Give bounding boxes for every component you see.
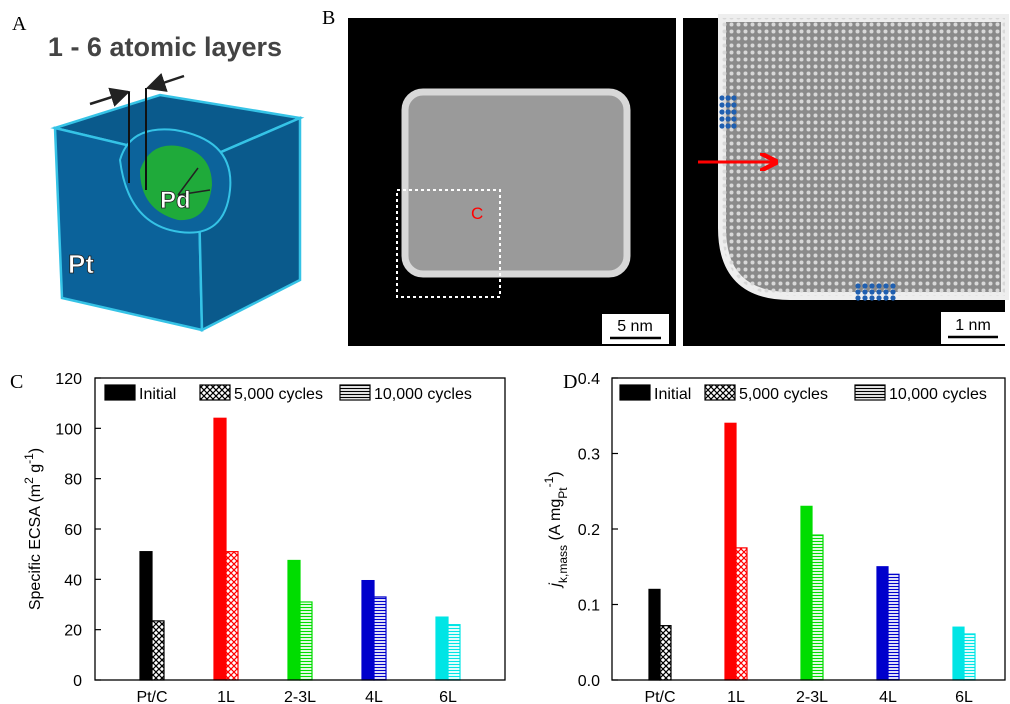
x-tick-label: 1L xyxy=(727,689,745,704)
x-tick-label: 4L xyxy=(879,689,897,704)
y-tick-label: 0.0 xyxy=(578,673,600,690)
y-tick-label: 60 xyxy=(64,522,82,539)
y-tick-label: 120 xyxy=(55,371,82,388)
y-tick-label: 100 xyxy=(55,421,82,438)
figure: A B C D 1 - 6 atomic layers Pd Pt C 5 nm xyxy=(0,0,1010,704)
y-axis-label: jk,mass (A mgPt-1) xyxy=(542,471,570,588)
y-tick-label: 0.3 xyxy=(578,447,600,464)
bar xyxy=(725,423,736,680)
y-axis-label-part: (A mg xyxy=(547,499,564,545)
y-tick-label: 40 xyxy=(64,572,82,589)
bar xyxy=(448,625,460,680)
legend-label: Initial xyxy=(654,386,691,403)
y-tick-label: 0.4 xyxy=(578,371,600,388)
bar xyxy=(877,567,888,680)
bar xyxy=(660,626,671,680)
y-axis-label-part: k,mass xyxy=(556,545,570,583)
tem-image-left: C 5 nm xyxy=(348,18,676,346)
legend-label: 5,000 cycles xyxy=(739,386,828,403)
legend-swatch xyxy=(855,385,885,400)
x-tick-label: 1L xyxy=(217,689,235,704)
legend-swatch xyxy=(340,385,370,400)
bar xyxy=(226,552,238,680)
y-tick-label: 0 xyxy=(73,673,82,690)
bar xyxy=(964,634,975,680)
bar xyxy=(300,602,312,680)
y-tick-label: 80 xyxy=(64,472,82,489)
bar xyxy=(801,506,812,680)
bar xyxy=(140,552,152,680)
y-tick-label: 0.1 xyxy=(578,598,600,615)
x-tick-label: 2-3L xyxy=(284,689,316,704)
y-axis-label: Specific ECSA (m2 g-1) xyxy=(22,448,44,610)
y-axis-label-part: Specific ECSA (m xyxy=(27,484,44,610)
bar xyxy=(888,574,899,680)
region-marker: C xyxy=(471,204,483,223)
y-tick-label: 20 xyxy=(64,623,82,640)
legend-swatch xyxy=(200,385,230,400)
bar xyxy=(436,617,448,680)
legend-label: 10,000 cycles xyxy=(889,386,987,403)
bar xyxy=(288,560,300,680)
panel-a-title: 1 - 6 atomic layers xyxy=(48,32,282,62)
legend-swatch xyxy=(105,385,135,400)
x-tick-label: 6L xyxy=(439,689,457,704)
scale-label: 5 nm xyxy=(617,318,653,335)
y-axis-label-part: ) xyxy=(27,448,44,453)
bar xyxy=(214,418,226,680)
y-tick-label: 0.2 xyxy=(578,522,600,539)
legend-label: 10,000 cycles xyxy=(374,386,472,403)
x-tick-label: 4L xyxy=(365,689,383,704)
core-label: Pd xyxy=(160,187,191,214)
tem-image-right: 1 nm xyxy=(683,18,1005,346)
charts: 0 20 40 60 80 100 120 Pt/C 1L 2-3L 4L 6L Initial 5,00… xyxy=(22,371,1005,704)
panel-label: D xyxy=(563,371,577,393)
bar xyxy=(649,589,660,680)
bar xyxy=(736,548,747,680)
legend-swatch xyxy=(620,385,650,400)
y-axis-label-part: -1 xyxy=(22,453,36,464)
bar xyxy=(362,581,374,680)
bar xyxy=(812,535,823,680)
shell-label: Pt xyxy=(68,249,94,279)
legend-swatch xyxy=(705,385,735,400)
x-tick-label: Pt/C xyxy=(644,689,675,704)
scale-label: 1 nm xyxy=(955,317,991,334)
bar xyxy=(953,627,964,680)
panel-label: B xyxy=(322,7,335,29)
y-axis-label-part: g xyxy=(27,464,44,477)
panel-label: A xyxy=(12,13,27,35)
x-tick-label: 2-3L xyxy=(796,689,828,704)
bar xyxy=(152,621,164,680)
x-tick-label: Pt/C xyxy=(136,689,167,704)
y-axis-label-part: Pt xyxy=(556,487,570,499)
x-tick-label: 6L xyxy=(955,689,973,704)
bar xyxy=(374,597,386,680)
panel-label: C xyxy=(10,371,23,393)
legend-label: 5,000 cycles xyxy=(234,386,323,403)
y-axis-label-part: ) xyxy=(547,471,564,476)
y-axis-label-part: -1 xyxy=(542,476,556,487)
legend-label: Initial xyxy=(139,386,176,403)
cube-illustration: 1 - 6 atomic layers Pd Pt xyxy=(48,32,300,330)
